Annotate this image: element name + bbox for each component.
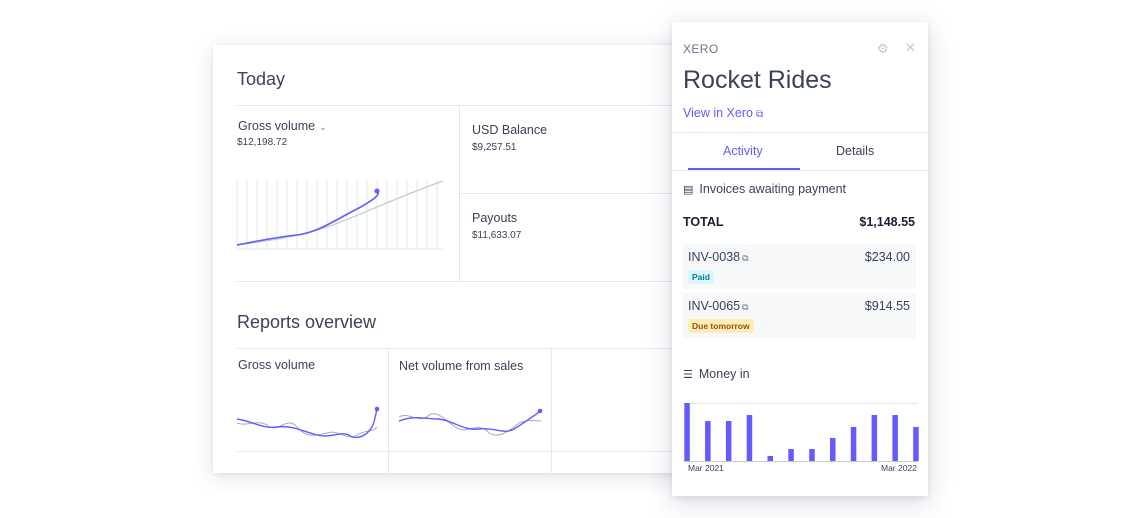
money-in-section-title: ☰ Money in [683,367,750,381]
invoice-row[interactable]: INV-0065 ⧉ $914.55 Due tomorrow [683,293,916,338]
comparison-line [236,422,378,438]
x-axis-start-label: Mar 2021 [688,463,724,473]
report-gross-volume-chart [236,406,380,439]
app-brand: XERO [683,42,719,56]
divider [237,348,683,349]
invoice-row[interactable]: INV-0038 ⧉ $234.00 Paid [683,244,916,289]
external-link-icon: ⧉ [742,253,749,263]
usd-balance-value: $9,257.51 [472,142,517,153]
comparison-line [236,180,444,246]
report-net-volume-chart [398,408,543,436]
current-point [374,188,380,194]
gross-volume-chart [236,179,444,250]
external-link-icon: ⧉ [755,109,764,120]
divider [459,193,683,194]
view-in-xero-link[interactable]: View in Xero ⧉ [683,106,763,120]
report-net-volume-label: Net volume from sales [399,359,524,373]
active-tab-indicator [688,168,800,170]
bar-5 [788,449,794,461]
invoice-id[interactable]: INV-0038 ⧉ [688,250,749,264]
invoice-id-text: INV-0038 [688,250,741,264]
customer-name: Rocket Rides [683,66,832,94]
document-icon: ▤ [683,184,694,196]
invoice-amount: $234.00 [864,250,910,264]
divider [672,170,928,171]
status-badge: Paid [688,270,714,284]
view-in-xero-label: View in Xero [683,106,753,120]
current-point [374,406,380,412]
gross-volume-value: $12,198.72 [237,137,288,148]
gross-volume-selector[interactable]: Gross volume ⌄ [238,119,327,133]
current-point [537,408,543,414]
invoice-id-text: INV-0065 [688,299,741,313]
report-gross-volume-label: Gross volume [238,358,316,372]
divider [237,281,683,282]
current-line [398,410,541,432]
divider [672,132,928,133]
current-line [236,408,378,439]
bar-4 [767,456,773,461]
bar-1 [705,421,711,461]
gross-volume-label: Gross volume [238,119,316,133]
payouts-value: $11,633.07 [472,230,522,241]
tab-details[interactable]: Details [836,144,875,158]
xero-panel: XERO ⚙ ✕ Rocket Rides View in Xero ⧉ Acti… [672,22,928,496]
invoice-amount: $914.55 [864,299,910,313]
external-link-icon: ⧉ [742,302,749,312]
bar-11 [913,427,919,461]
chevron-down-icon: ⌄ [319,122,327,132]
money-in-chart [683,403,919,462]
money-list-icon: ☰ [683,369,693,381]
bar-8 [850,427,857,461]
close-icon[interactable]: ✕ [905,40,916,55]
total-label: TOTAL [683,215,724,229]
bar-0 [684,403,690,461]
bar-3 [746,415,753,461]
invoices-section-title: ▤ Invoices awaiting payment [683,182,846,196]
tab-activity[interactable]: Activity [723,144,763,158]
bar-2 [725,421,732,461]
x-axis-end-label: Mar 2022 [881,463,917,473]
total-value: $1,148.55 [859,215,915,229]
comparison-line [398,413,542,436]
divider [551,348,552,473]
bar-9 [871,415,878,461]
gear-icon[interactable]: ⚙ [877,41,889,56]
usd-balance-label: USD Balance [472,123,548,137]
money-in-title-text: Money in [698,367,750,381]
bar-7 [830,438,836,461]
bar-6 [809,449,815,461]
invoices-title-text: Invoices awaiting payment [699,182,847,196]
invoice-id[interactable]: INV-0065 ⧉ [688,299,749,313]
bar-10 [892,415,898,461]
current-line [236,190,379,246]
dashboard-card: Today Gross volume ⌄ $12,198.72 USD Balan… [213,45,683,473]
status-badge: Due tomorrow [688,319,754,333]
divider [388,348,389,473]
reports-title: Reports overview [237,312,377,332]
today-title: Today [237,69,286,89]
divider [237,451,683,452]
divider [237,105,683,106]
payouts-label: Payouts [472,211,518,225]
